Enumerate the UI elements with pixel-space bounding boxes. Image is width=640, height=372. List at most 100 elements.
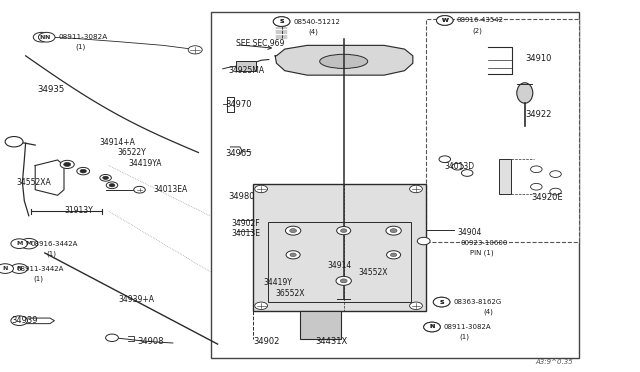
Bar [236, 61, 256, 71]
Text: 34914+A: 34914+A [99, 138, 135, 147]
Text: S: S [279, 19, 284, 24]
Text: (1): (1) [33, 275, 44, 282]
Circle shape [531, 183, 542, 190]
Circle shape [80, 169, 86, 173]
Text: 34970: 34970 [225, 100, 252, 109]
Text: 34904: 34904 [458, 228, 482, 237]
Text: 34013D: 34013D [445, 162, 475, 171]
Text: W: W [442, 18, 448, 23]
Circle shape [424, 322, 440, 332]
Circle shape [286, 251, 300, 259]
Text: 08916-3442A: 08916-3442A [31, 241, 78, 247]
Circle shape [424, 322, 440, 332]
Text: M: M [26, 241, 32, 246]
Text: S: S [279, 19, 284, 24]
Text: 34914: 34914 [328, 262, 352, 270]
Circle shape [255, 185, 268, 193]
Circle shape [410, 185, 422, 193]
Text: 34920E: 34920E [531, 193, 563, 202]
Circle shape [340, 229, 347, 232]
Text: 34939+A: 34939+A [118, 295, 154, 304]
Circle shape [337, 227, 351, 235]
Circle shape [461, 170, 473, 176]
Text: 34935: 34935 [37, 85, 65, 94]
Bar [300, 311, 341, 339]
Circle shape [77, 167, 90, 175]
Text: N: N [429, 324, 435, 330]
Text: 34552X: 34552X [358, 268, 388, 277]
Bar [268, 222, 411, 302]
Text: 08540-51212: 08540-51212 [293, 19, 340, 25]
Circle shape [390, 229, 397, 232]
Circle shape [436, 16, 453, 25]
Text: 34552XA: 34552XA [16, 178, 51, 187]
Circle shape [5, 137, 23, 147]
Text: (1): (1) [47, 250, 57, 257]
Circle shape [390, 253, 397, 257]
Bar [253, 184, 426, 311]
Text: (1): (1) [460, 334, 470, 340]
Text: 34419YA: 34419YA [128, 159, 161, 168]
Text: N: N [429, 324, 435, 330]
Circle shape [386, 226, 401, 235]
Circle shape [452, 163, 463, 170]
Text: M: M [16, 241, 22, 246]
Text: 34431X: 34431X [315, 337, 347, 346]
Circle shape [188, 46, 202, 54]
Circle shape [106, 182, 118, 189]
Text: SEE SEC.969: SEE SEC.969 [236, 39, 284, 48]
Circle shape [436, 16, 453, 25]
Text: 34013E: 34013E [232, 229, 260, 238]
Text: N: N [3, 266, 8, 271]
Bar [499, 159, 511, 194]
Text: 34965: 34965 [225, 149, 252, 158]
Text: 34980: 34980 [228, 192, 255, 201]
Circle shape [387, 251, 401, 259]
Text: (2): (2) [472, 27, 482, 34]
Circle shape [33, 32, 50, 42]
Circle shape [11, 239, 28, 248]
Circle shape [134, 186, 145, 193]
Circle shape [64, 162, 70, 166]
Text: 34902: 34902 [253, 337, 279, 346]
Circle shape [255, 302, 268, 310]
Text: 08363-8162G: 08363-8162G [453, 299, 501, 305]
Text: 08916-43542: 08916-43542 [456, 17, 503, 23]
Ellipse shape [320, 54, 367, 68]
Circle shape [550, 188, 561, 195]
Circle shape [410, 302, 422, 310]
Polygon shape [275, 45, 413, 75]
Circle shape [531, 166, 542, 173]
Circle shape [11, 264, 28, 273]
Circle shape [38, 32, 55, 42]
Circle shape [340, 279, 347, 283]
Text: (4): (4) [308, 28, 318, 35]
Text: PIN (1): PIN (1) [470, 249, 494, 256]
Ellipse shape [517, 83, 532, 103]
Circle shape [433, 297, 450, 307]
Text: S: S [439, 299, 444, 305]
Text: 34939: 34939 [12, 316, 38, 325]
Text: 08911-3082A: 08911-3082A [444, 324, 491, 330]
Circle shape [20, 238, 38, 249]
Text: 34908: 34908 [138, 337, 164, 346]
Text: 36552X: 36552X [275, 289, 305, 298]
Text: 34013EA: 34013EA [154, 185, 188, 194]
Text: 00923-10600: 00923-10600 [461, 240, 508, 246]
Text: 34419Y: 34419Y [264, 278, 292, 287]
Circle shape [417, 237, 430, 245]
Circle shape [0, 264, 13, 273]
Text: 31913Y: 31913Y [64, 206, 93, 215]
Circle shape [273, 17, 290, 26]
Circle shape [285, 226, 301, 235]
Bar [426, 19, 579, 242]
Circle shape [103, 176, 109, 179]
Circle shape [433, 297, 450, 307]
Circle shape [336, 276, 351, 285]
Circle shape [290, 229, 296, 232]
Circle shape [439, 156, 451, 163]
Circle shape [290, 253, 296, 257]
Circle shape [11, 316, 28, 326]
Text: S: S [439, 299, 444, 305]
Circle shape [106, 334, 118, 341]
